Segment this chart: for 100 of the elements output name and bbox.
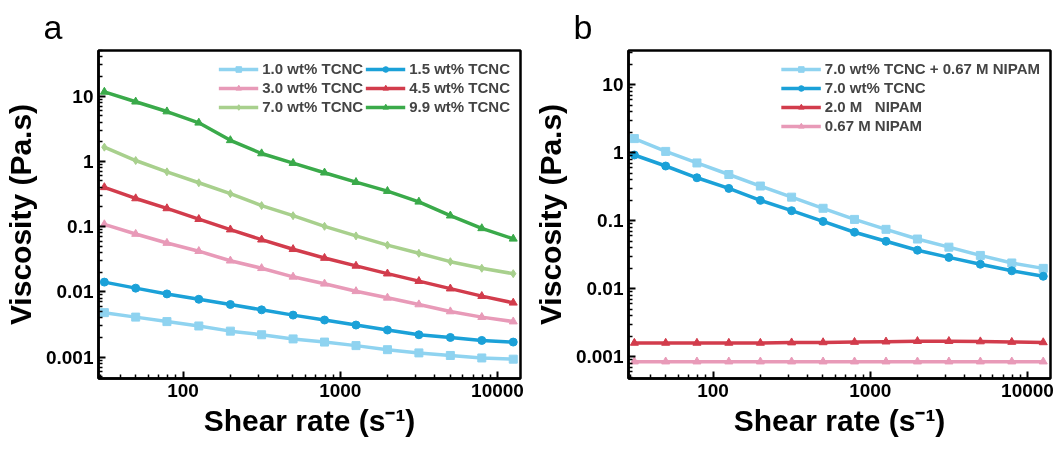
point — [415, 248, 423, 258]
point — [414, 299, 424, 308]
point — [724, 170, 734, 180]
point — [881, 356, 891, 365]
point — [414, 276, 424, 284]
point — [881, 236, 891, 246]
legend-label: 7.0 wt% TCNC — [824, 79, 926, 96]
point — [944, 252, 954, 262]
point — [131, 193, 141, 202]
point — [162, 106, 172, 115]
point — [162, 237, 172, 246]
point — [724, 356, 734, 365]
point — [321, 221, 328, 231]
point — [692, 356, 702, 365]
point — [352, 231, 360, 241]
point — [162, 317, 172, 327]
point — [320, 337, 330, 347]
point — [1007, 266, 1017, 276]
point — [755, 337, 765, 346]
legend-label: 7.0 wt% TCNC — [262, 98, 364, 115]
point — [787, 337, 797, 346]
legend-label: 0.67 M NIPAM — [824, 117, 923, 134]
point — [787, 192, 797, 202]
point — [755, 195, 765, 205]
y-axis-title: Viscosity (Pa.s) — [3, 103, 37, 326]
point — [414, 348, 424, 358]
y-tick-label: 0.01 — [586, 278, 624, 300]
y-tick-label: 0.001 — [45, 346, 94, 368]
legend-label: 1.5 wt% TCNC — [409, 60, 510, 77]
point — [818, 216, 828, 226]
point — [194, 321, 204, 331]
point — [477, 223, 487, 232]
point — [131, 96, 141, 105]
point — [320, 167, 330, 176]
point — [912, 356, 922, 365]
point — [944, 336, 954, 344]
point — [445, 332, 455, 342]
point — [724, 337, 734, 346]
legend-label: 3.0 wt% TCNC — [262, 79, 364, 96]
legend-label: 7.0 wt% TCNC + 0.67 M NIPAM — [824, 60, 1040, 77]
point — [629, 134, 639, 144]
legend-label: 2.0 M NIPAM — [824, 98, 923, 115]
point — [288, 271, 298, 280]
point — [99, 182, 109, 191]
point — [850, 227, 860, 237]
point — [382, 268, 392, 277]
point — [227, 189, 234, 199]
point — [288, 310, 298, 320]
x-tick-label: 10000 — [1001, 379, 1054, 401]
x-axis-title: Shear rate (s⁻¹) — [733, 403, 946, 437]
point — [445, 210, 455, 219]
point — [225, 326, 235, 336]
point — [1038, 356, 1048, 365]
point — [944, 356, 954, 365]
point — [1038, 263, 1048, 273]
y-tick-label: 0.01 — [56, 281, 94, 303]
point — [508, 316, 518, 325]
point — [850, 336, 860, 345]
point — [445, 306, 455, 315]
point — [382, 325, 392, 335]
point — [508, 297, 518, 306]
y-tick-label: 10 — [602, 74, 624, 96]
point — [975, 259, 985, 269]
point — [692, 173, 702, 183]
point — [477, 291, 487, 299]
point — [975, 250, 985, 260]
point — [975, 356, 985, 365]
y-tick-label: 10 — [72, 85, 94, 107]
legend-label: 9.9 wt% TCNC — [409, 98, 510, 115]
point — [477, 312, 487, 320]
point — [508, 233, 518, 242]
point — [351, 320, 361, 330]
point — [445, 283, 455, 292]
point — [162, 289, 172, 299]
point — [320, 252, 330, 261]
point — [661, 337, 671, 346]
chart-title: b — [573, 7, 593, 46]
point — [384, 240, 391, 250]
point — [414, 330, 424, 340]
point — [755, 356, 765, 365]
point — [194, 294, 204, 304]
point — [289, 211, 297, 221]
point — [692, 158, 702, 168]
y-axis-title: Viscosity (Pa.s) — [533, 103, 567, 326]
point — [257, 234, 267, 243]
point — [508, 354, 518, 364]
point — [288, 244, 298, 253]
point — [629, 337, 639, 346]
point — [99, 308, 109, 318]
legend-label: 4.5 wt% TCNC — [409, 79, 510, 96]
point — [629, 356, 639, 365]
point — [912, 234, 922, 244]
point — [163, 167, 171, 177]
point — [661, 161, 671, 171]
point — [818, 337, 828, 346]
point — [818, 203, 828, 213]
point — [818, 356, 828, 365]
point — [320, 315, 330, 325]
point — [1038, 337, 1048, 346]
point — [99, 219, 109, 228]
